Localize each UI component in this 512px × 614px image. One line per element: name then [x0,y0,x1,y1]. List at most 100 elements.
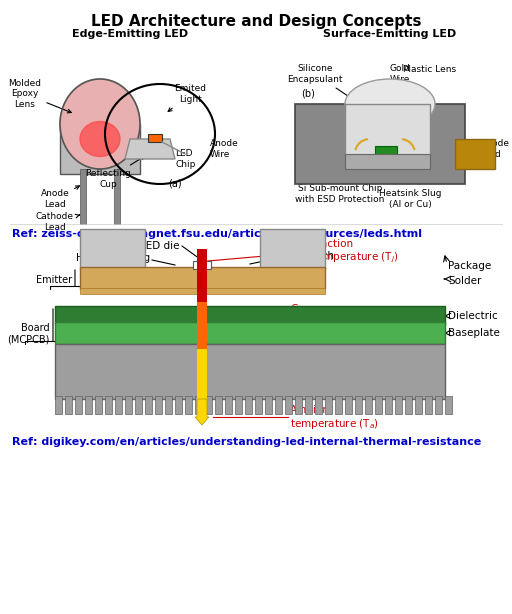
Text: Plastic Lens: Plastic Lens [403,64,457,74]
Text: LED die: LED die [140,241,180,251]
Bar [135,396,142,414]
Text: Package: Package [448,261,491,271]
Text: Reflecting
Cup: Reflecting Cup [85,156,144,188]
Bar [375,146,397,156]
Bar [195,396,202,414]
Text: Surface-Emitting LED: Surface-Emitting LED [324,29,457,39]
Bar [80,288,325,294]
Bar [185,396,192,414]
Bar [265,396,272,414]
Bar [148,134,162,142]
Text: Si Sub-mount Chip
with ESD Protection: Si Sub-mount Chip with ESD Protection [295,166,387,204]
Bar [175,396,182,414]
Bar [405,396,412,414]
Bar [80,229,145,269]
Text: Gold
Wire: Gold Wire [383,64,411,135]
Bar [375,396,382,414]
Text: Edge-Emitting LED: Edge-Emitting LED [72,29,188,39]
Bar [60,124,140,174]
Bar [335,396,342,414]
Bar [385,396,392,414]
Bar [155,396,162,414]
Text: Cathode
Lead: Cathode Lead [36,212,79,231]
Text: Baseplate: Baseplate [448,328,500,338]
Text: Board
temperature (T$_b$): Board temperature (T$_b$) [290,345,379,371]
Bar [197,302,207,354]
Text: External heat sink: External heat sink [108,371,203,381]
Bar [125,396,132,414]
Bar [80,267,325,289]
Text: Molded
Epoxy
Lens: Molded Epoxy Lens [9,79,71,113]
Bar [197,249,207,304]
Text: Die attach: Die attach [280,251,334,261]
Bar [55,396,62,414]
Text: Ref: digikey.com/en/articles/understanding-led-internal-thermal-resistance: Ref: digikey.com/en/articles/understandi… [12,437,481,447]
Text: Heatsink Slug
(Al or Cu): Heatsink Slug (Al or Cu) [379,173,441,209]
Bar [105,396,112,414]
Bar [55,306,445,324]
Text: Anode
Lead: Anode Lead [40,186,79,209]
Bar [205,396,212,414]
Bar [80,169,86,224]
Text: Case
temperature (T$_c$): Case temperature (T$_c$) [290,304,379,330]
Text: (a): (a) [168,179,182,189]
Bar [345,396,352,414]
Bar [193,261,211,269]
Ellipse shape [345,79,435,129]
Bar [225,396,232,414]
Bar [245,396,252,414]
Text: Ref: zeiss-campus.magnet.fsu.edu/articles/lightsources/leds.html: Ref: zeiss-campus.magnet.fsu.edu/article… [12,229,422,239]
Bar [285,396,292,414]
Text: Junction
temperature (T$_j$): Junction temperature (T$_j$) [312,239,399,265]
Bar [455,139,495,169]
Text: Heat sink slug: Heat sink slug [76,253,150,263]
Bar [85,396,92,414]
FancyArrow shape [195,399,209,425]
Bar [415,396,422,414]
Bar [55,344,445,399]
Polygon shape [125,139,175,159]
Bar [275,396,282,414]
Bar [95,396,102,414]
Text: LED Architecture and Design Concepts: LED Architecture and Design Concepts [91,14,421,29]
Bar [114,169,120,224]
Bar [445,396,452,414]
Bar [55,322,445,344]
Bar [345,104,430,164]
Bar [260,229,325,269]
Text: Silicone
Encapsulant: Silicone Encapsulant [287,64,357,102]
Text: Ambient
temperature (T$_a$): Ambient temperature (T$_a$) [290,405,379,431]
Bar [165,396,172,414]
Text: Board
(MCPCB): Board (MCPCB) [8,323,50,345]
Bar [65,396,72,414]
Bar [395,396,402,414]
Bar [345,154,430,169]
Bar [145,396,152,414]
Bar [295,104,465,184]
Text: Emited
Light: Emited Light [168,84,206,112]
Text: Emitter: Emitter [36,275,72,285]
Text: Dielectric: Dielectric [448,311,498,321]
Bar [375,154,397,159]
Bar [365,396,372,414]
Ellipse shape [80,122,120,157]
Text: Anode
Wire: Anode Wire [210,139,239,158]
Text: GaInN
Flip
Chip: GaInN Flip Chip [344,144,382,174]
Text: Cathode
Lead: Cathode Lead [471,139,509,158]
Text: (b): (b) [301,89,315,99]
Bar [295,396,302,414]
Bar [215,396,222,414]
Bar [435,396,442,414]
Bar [325,396,332,414]
Bar [255,396,262,414]
Bar [235,396,242,414]
Bar [115,396,122,414]
Bar [315,396,322,414]
Bar [305,396,312,414]
Bar [75,396,82,414]
Text: Solder: Solder [448,276,481,286]
Text: LED
Chip: LED Chip [175,149,196,169]
Bar [197,349,207,399]
Ellipse shape [60,79,140,169]
Bar [425,396,432,414]
